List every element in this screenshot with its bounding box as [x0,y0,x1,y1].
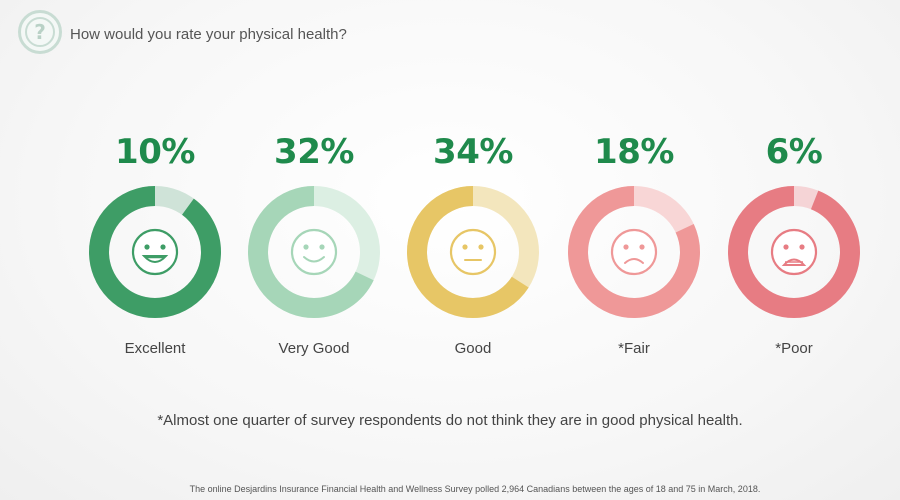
percent-label: 10% [115,132,195,172]
question-badge: ? [18,10,62,54]
smile-icon [290,228,338,276]
percent-label: 6% [765,132,823,172]
footnote: *Almost one quarter of survey respondent… [157,412,743,429]
donut-item: 18% *Fair [554,128,714,357]
percent-label: 18% [594,132,674,172]
donut-item: 34% Good [393,128,553,357]
category-label: Excellent [124,340,186,357]
donut-item: 6% *Poor [714,128,874,357]
donut-item: 10% Excellent [75,128,235,357]
donut-chart [89,186,221,318]
donut-slice [407,186,539,318]
category-label: *Poor [775,340,813,357]
donut-item: 32% Very Good [234,128,394,357]
category-label: Very Good [278,340,350,357]
big-smile-icon [131,228,179,276]
percent-label: 32% [274,132,354,172]
category-label: *Fair [618,340,650,357]
donut-slice [89,186,221,318]
percent-label: 34% [433,132,513,172]
donut-chart [407,186,539,318]
category-label: Good [454,340,492,357]
donut-slice [248,186,380,318]
frown-icon [610,228,658,276]
source-note: The online Desjardins Insurance Financia… [189,484,761,494]
donut-chart [568,186,700,318]
header: ? How would you rate your physical healt… [18,10,347,54]
donut-slice [568,186,700,318]
neutral-face-icon [449,228,497,276]
donut-chart [248,186,380,318]
question-title: How would you rate your physical health? [70,25,347,43]
question-mark-icon: ? [25,17,55,47]
donut-slice [728,186,860,318]
donut-chart [728,186,860,318]
donut-charts: 10% Excellent 32% Very Good 34% Good 18% *Fair 6… [75,128,874,357]
sad-face-icon [770,228,818,276]
